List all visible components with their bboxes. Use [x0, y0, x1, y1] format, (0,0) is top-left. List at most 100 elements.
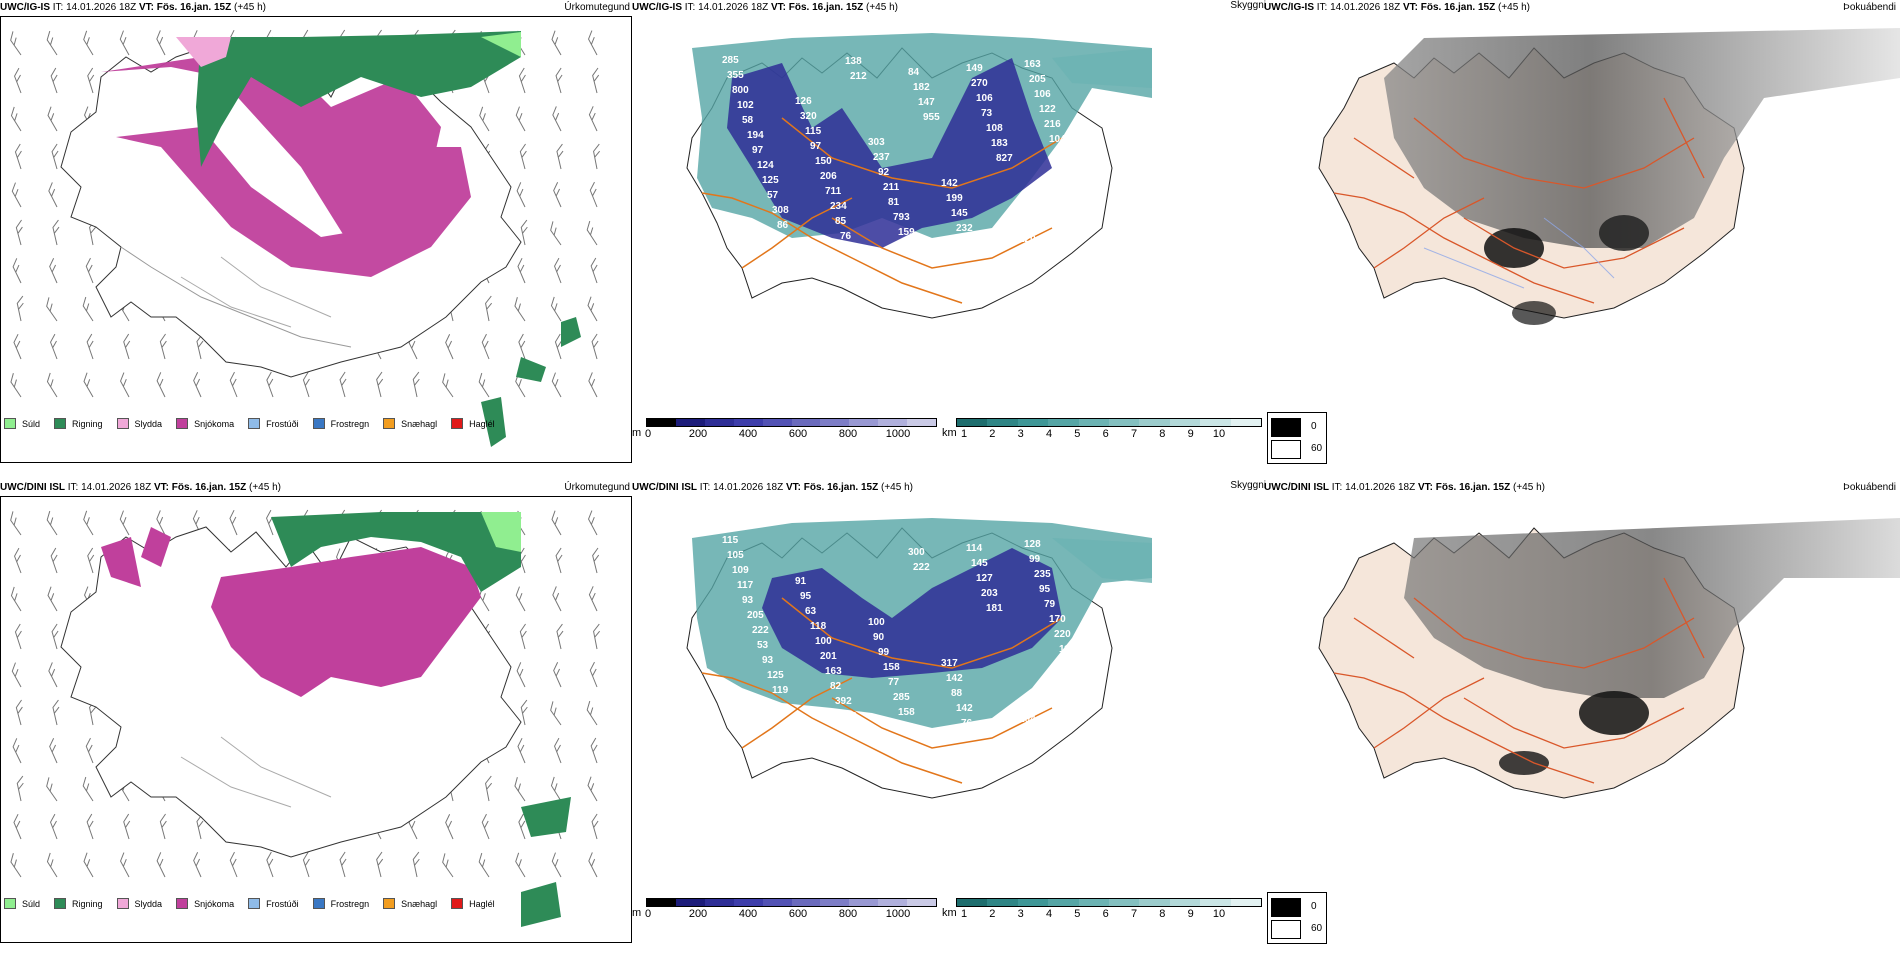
cloud-base-value: 205: [747, 610, 764, 621]
cloud-base-value: 145: [951, 208, 968, 219]
precip-legend-swatch: [4, 898, 16, 909]
cloud-base-value: 108: [986, 123, 1003, 134]
cloud-base-value: 145: [971, 558, 988, 569]
wind-barb: [479, 106, 490, 132]
cloud-base-value: 93: [742, 595, 754, 606]
precip-legend-swatch: [4, 418, 16, 429]
wind-barb: [83, 852, 94, 878]
cloud-base-value: 201: [820, 651, 837, 662]
wind-barb: [376, 371, 384, 398]
cloud-base-value: 182: [1014, 219, 1031, 230]
colorbar-tick-label: 800: [838, 428, 858, 440]
wind-barb: [47, 586, 58, 612]
wind-barb: [592, 67, 600, 94]
lead-time: (+45 h): [234, 2, 266, 13]
colorbar-segment: [1078, 419, 1110, 426]
precip-legend-item: Rigning: [54, 418, 103, 429]
cloud-base-value: 235: [1034, 569, 1051, 580]
panel-header: UWC/IG-IS IT: 14.01.2026 18Z VT: Fös. 16…: [632, 2, 898, 13]
colorbar-segment: [849, 419, 879, 426]
cloud-base-value: 73: [981, 108, 993, 119]
wind-barb: [339, 851, 347, 878]
wind-barb: [376, 851, 384, 878]
cloud-base-value: 320: [800, 111, 817, 122]
cloud-base-value: 303: [868, 137, 885, 148]
wind-barb: [514, 777, 526, 802]
cloud-base-value: 711: [825, 186, 842, 197]
init-time-label: IT:: [67, 482, 79, 493]
wind-barb: [229, 851, 238, 878]
colorbar-segment: [791, 899, 821, 906]
cloud-base-value: 91: [795, 576, 807, 587]
wind-barb: [556, 143, 564, 170]
cloud-base-value: 270: [971, 78, 988, 89]
panel-header: UWC/DINI ISL IT: 14.01.2026 18Z VT: Fös.…: [1264, 482, 1545, 493]
cloud-base-value: 82: [830, 681, 842, 692]
precip-map-frame: [0, 496, 632, 943]
wind-barb: [82, 296, 94, 322]
fog-legend-low-label: 0: [1311, 421, 1317, 432]
precip-legend-swatch: [176, 418, 189, 429]
wind-barb: [82, 776, 94, 802]
precip-legend-swatch: [116, 898, 129, 909]
wind-barb: [48, 182, 58, 208]
colorbar-segment: [820, 899, 850, 906]
wind-barb: [85, 257, 94, 284]
wind-barb: [159, 333, 167, 360]
lead-time: (+45 h): [866, 2, 898, 13]
precip-legend-swatch: [451, 418, 464, 429]
colorbar-segment: [1230, 419, 1262, 426]
wind-barb: [51, 143, 59, 170]
wind-barb: [12, 738, 22, 764]
cloud-base-value: 183: [991, 138, 1008, 149]
fog-index-panel: UWC/IG-IS IT: 14.01.2026 18Z VT: Fös. 16…: [1264, 0, 1900, 470]
wind-barb: [156, 510, 166, 536]
wind-barb: [123, 813, 131, 840]
cloud-base-value: 71: [1054, 149, 1066, 160]
init-time-label: IT:: [52, 2, 64, 13]
precip-legend-swatch: [383, 418, 396, 429]
cloud-base-ticks: 0 200 400 600 800 1000: [645, 907, 937, 920]
colorbar-segment: [957, 899, 988, 906]
fog-index-panel: UWC/DINI ISL IT: 14.01.2026 18Z VT: Fös.…: [1264, 480, 1900, 950]
lead-time: (+45 h): [249, 482, 281, 493]
fog-legend-swatch-high: [1271, 920, 1301, 939]
cloud-base-value: 300: [908, 547, 925, 558]
colorbar-tick-label: 3: [1017, 908, 1024, 920]
forecast-row-2: UWC/DINI ISL IT: 14.01.2026 18Z VT: Fös.…: [0, 480, 1900, 960]
wind-barb: [49, 258, 58, 284]
colorbar-segment: [1109, 899, 1140, 906]
cloud-base-value: 99: [878, 647, 890, 658]
wind-barb: [593, 623, 601, 650]
wind-barb: [47, 106, 58, 132]
valid-time: Fös. 16.jan. 15Z: [1420, 2, 1496, 13]
fog-legend-swatch-low: [1271, 898, 1301, 917]
wind-barb: [193, 852, 202, 878]
wind-barb: [83, 30, 94, 56]
precip-legend-label: Rigning: [72, 418, 103, 429]
wind-barb: [46, 372, 58, 398]
wind-barb: [550, 701, 562, 726]
wind-barb: [14, 547, 22, 574]
panel-header: UWC/DINI ISL IT: 14.01.2026 18Z VT: Fös.…: [632, 482, 913, 493]
init-time: 14.01.2026 18Z: [713, 482, 784, 493]
wind-barb: [52, 219, 60, 246]
cloud-base-value: 80: [903, 722, 915, 733]
wind-barb: [16, 295, 24, 322]
cloud-base-value: 117: [737, 580, 754, 591]
colorbar-segment: [1078, 899, 1110, 906]
visibility-unit: km: [942, 427, 957, 439]
precip-legend-item: Frostúði: [248, 898, 299, 909]
cloud-base-value: 114: [966, 543, 983, 554]
lead-time: (+45 h): [881, 482, 913, 493]
colorbar-tick-label: 4: [1045, 428, 1053, 440]
wind-barb: [589, 181, 598, 208]
wind-barb: [591, 333, 599, 360]
wind-barb: [478, 372, 490, 398]
init-time: 14.01.2026 18Z: [1345, 482, 1416, 493]
colorbar-segment: [1139, 419, 1170, 426]
wind-barb: [586, 220, 598, 246]
init-time-label: IT:: [699, 482, 711, 493]
precip-legend-label: Snæhagl: [401, 898, 438, 909]
cloud-base-value: 149: [966, 63, 983, 74]
